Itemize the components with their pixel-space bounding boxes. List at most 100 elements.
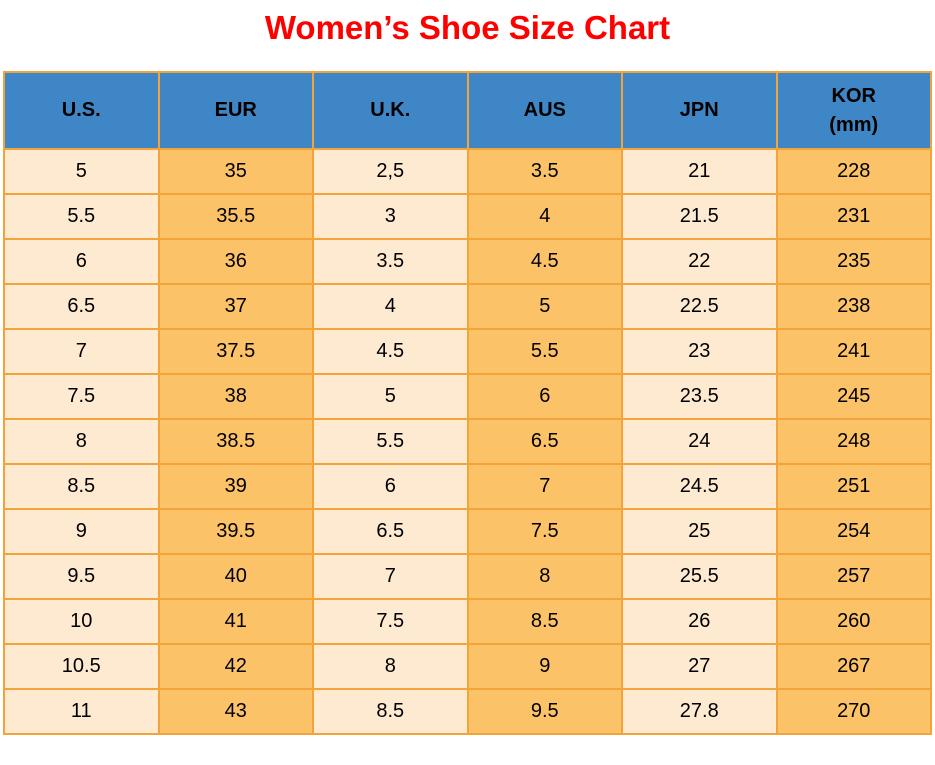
table-cell: 6: [3, 238, 160, 285]
table-cell: 25: [621, 508, 778, 555]
table-header-row: U.S. EUR U.K. AUS JPN KOR (mm): [3, 71, 932, 150]
column-header-sublabel: (mm): [829, 113, 879, 136]
table-cell: 5: [312, 373, 469, 420]
table-row: 7.5 38 5 6 23.5 245: [3, 373, 932, 420]
table-cell: 4: [466, 193, 623, 240]
table-cell: 23.5: [621, 373, 778, 420]
table-row: 6.5 37 4 5 22.5 238: [3, 283, 932, 330]
table-cell: 27.8: [621, 688, 778, 735]
table-cell: 4: [312, 283, 469, 330]
shoe-size-table: U.S. EUR U.K. AUS JPN KOR (mm) 5 35 2,5 3.5 21 228 5…: [3, 71, 932, 735]
table-cell: 7.5: [312, 598, 469, 645]
table-cell: 40: [157, 553, 314, 600]
table-cell: 37.5: [157, 328, 314, 375]
table-cell: 39.5: [157, 508, 314, 555]
table-cell: 35: [157, 148, 314, 195]
table-cell: 7: [312, 553, 469, 600]
table-cell: 228: [775, 148, 932, 195]
column-header-kor: KOR (mm): [775, 71, 932, 150]
table-cell: 5: [466, 283, 623, 330]
table-cell: 6: [466, 373, 623, 420]
table-cell: 43: [157, 688, 314, 735]
table-cell: 270: [775, 688, 932, 735]
table-cell: 8: [3, 418, 160, 465]
table-cell: 6: [312, 463, 469, 510]
table-cell: 254: [775, 508, 932, 555]
table-row: 6 36 3.5 4.5 22 235: [3, 238, 932, 285]
table-header: U.S. EUR U.K. AUS JPN KOR (mm): [3, 71, 932, 150]
column-header-label: AUS: [523, 99, 566, 121]
table-row: 8 38.5 5.5 6.5 24 248: [3, 418, 932, 465]
table-cell: 4.5: [312, 328, 469, 375]
table-cell: 38.5: [157, 418, 314, 465]
table-cell: 241: [775, 328, 932, 375]
table-body: 5 35 2,5 3.5 21 228 5.5 35.5 3 4 21.5 231 6 36 3.5 4.5 2…: [3, 148, 932, 735]
table-cell: 251: [775, 463, 932, 510]
table-cell: 5.5: [466, 328, 623, 375]
table-cell: 8: [312, 643, 469, 690]
table-cell: 6.5: [312, 508, 469, 555]
table-cell: 38: [157, 373, 314, 420]
table-cell: 22.5: [621, 283, 778, 330]
column-header-aus: AUS: [466, 71, 623, 150]
table-cell: 23: [621, 328, 778, 375]
column-header-jpn: JPN: [621, 71, 778, 150]
table-cell: 7.5: [466, 508, 623, 555]
page: Women’s Shoe Size Chart U.S. EUR U.K. AUS JP…: [3, 9, 932, 735]
table-cell: 5: [3, 148, 160, 195]
table-cell: 5.5: [312, 418, 469, 465]
table-cell: 8: [466, 553, 623, 600]
table-row: 8.5 39 6 7 24.5 251: [3, 463, 932, 510]
table-cell: 8.5: [3, 463, 160, 510]
column-header-label: EUR: [214, 99, 257, 121]
table-row: 9.5 40 7 8 25.5 257: [3, 553, 932, 600]
table-cell: 5.5: [3, 193, 160, 240]
table-cell: 41: [157, 598, 314, 645]
table-cell: 260: [775, 598, 932, 645]
table-cell: 231: [775, 193, 932, 240]
table-row: 11 43 8.5 9.5 27.8 270: [3, 688, 932, 735]
table-cell: 6.5: [466, 418, 623, 465]
table-cell: 11: [3, 688, 160, 735]
column-header-label: U.K.: [370, 99, 411, 121]
table-cell: 22: [621, 238, 778, 285]
table-cell: 6.5: [3, 283, 160, 330]
table-cell: 7.5: [3, 373, 160, 420]
table-cell: 27: [621, 643, 778, 690]
table-cell: 10.5: [3, 643, 160, 690]
table-cell: 3: [312, 193, 469, 240]
table-cell: 21: [621, 148, 778, 195]
table-cell: 248: [775, 418, 932, 465]
table-cell: 24: [621, 418, 778, 465]
table-cell: 238: [775, 283, 932, 330]
table-cell: 26: [621, 598, 778, 645]
column-header-uk: U.K.: [312, 71, 469, 150]
table-cell: 39: [157, 463, 314, 510]
table-cell: 9: [3, 508, 160, 555]
column-header-label: JPN: [679, 99, 719, 121]
table-cell: 9.5: [466, 688, 623, 735]
table-cell: 37: [157, 283, 314, 330]
column-header-label: KOR: [831, 84, 876, 107]
table-row: 10.5 42 8 9 27 267: [3, 643, 932, 690]
table-cell: 10: [3, 598, 160, 645]
page-title: Women’s Shoe Size Chart: [264, 9, 671, 46]
table-row: 5 35 2,5 3.5 21 228: [3, 148, 932, 195]
column-header-eur: EUR: [157, 71, 314, 150]
table-cell: 25.5: [621, 553, 778, 600]
table-cell: 9.5: [3, 553, 160, 600]
table-cell: 3.5: [466, 148, 623, 195]
table-row: 7 37.5 4.5 5.5 23 241: [3, 328, 932, 375]
table-row: 10 41 7.5 8.5 26 260: [3, 598, 932, 645]
table-cell: 3.5: [312, 238, 469, 285]
table-cell: 24.5: [621, 463, 778, 510]
column-header-us: U.S.: [3, 71, 160, 150]
column-header-label: U.S.: [61, 99, 101, 121]
table-cell: 2,5: [312, 148, 469, 195]
table-cell: 245: [775, 373, 932, 420]
table-row: 9 39.5 6.5 7.5 25 254: [3, 508, 932, 555]
table-cell: 257: [775, 553, 932, 600]
table-cell: 21.5: [621, 193, 778, 240]
table-cell: 9: [466, 643, 623, 690]
table-cell: 7: [466, 463, 623, 510]
